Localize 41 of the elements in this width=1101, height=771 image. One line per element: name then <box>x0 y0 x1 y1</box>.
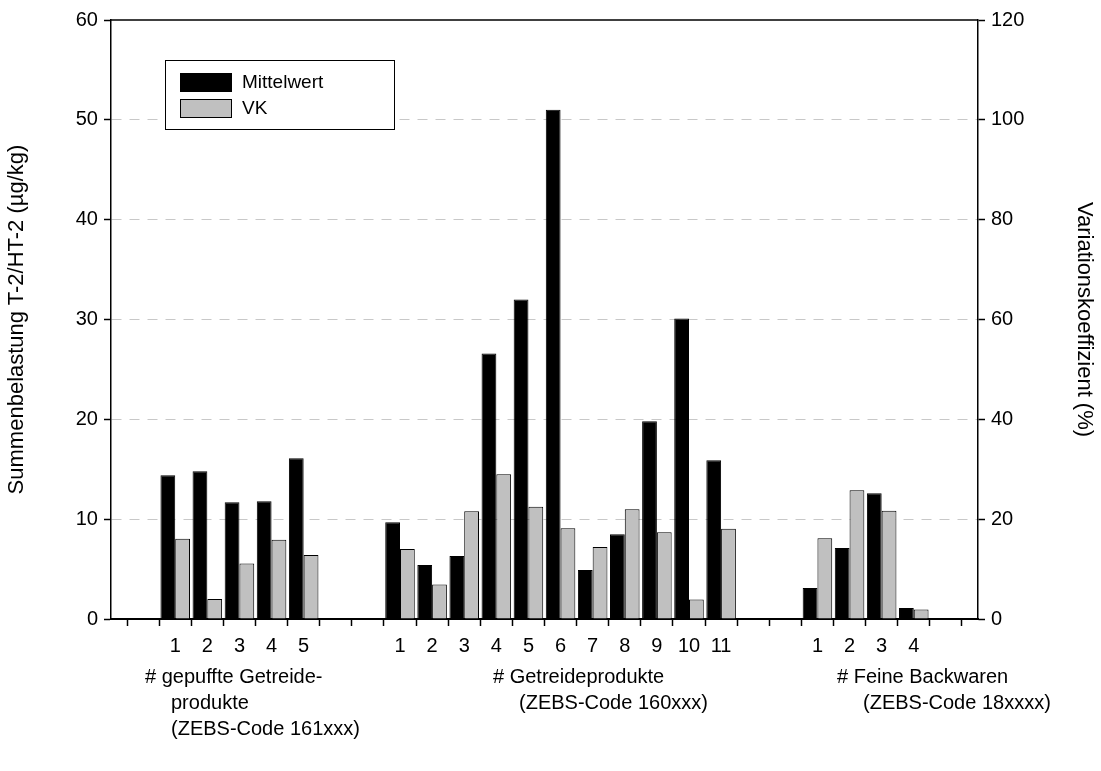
x-tick-label: 8 <box>619 633 631 656</box>
x-tick-label: 9 <box>651 633 663 656</box>
text: # gepuffte Getreide- produkte (ZEBS-Code 161xxx) <box>145 664 360 741</box>
x-tick-label: 2 <box>426 633 438 656</box>
x-tick-label: 3 <box>458 633 470 656</box>
x-tick-label: 7 <box>587 633 599 656</box>
legend-label: Mittelwert <box>242 71 324 93</box>
x-tick-label: 5 <box>298 633 310 656</box>
y-tick-label: 40 <box>75 207 98 230</box>
y2-tick-label: 120 <box>991 7 1025 30</box>
x-tick-label: 3 <box>233 633 246 656</box>
y-tick-label: 20 <box>75 406 98 429</box>
y2-tick-label: 100 <box>991 107 1025 130</box>
text: # Getreideprodukte (ZEBS-Code 160xxx) <box>493 664 708 715</box>
x-tick-label: 5 <box>522 633 535 656</box>
y-axis-title: Summenbelastung T-2/HT-2 (µg/kg) <box>3 144 29 495</box>
y2-axis-title: Variationskoeffizient (%) <box>1072 201 1098 438</box>
y-tick-label: 60 <box>75 7 98 30</box>
y-tick-label: 30 <box>75 307 98 330</box>
x-tick-label: 2 <box>843 633 856 656</box>
x-tick-label: 1 <box>394 633 406 656</box>
x-tick-label: 4 <box>265 633 278 656</box>
x-tick-label: 1 <box>811 633 824 656</box>
legend-label: VK <box>242 97 268 119</box>
y2-tick-label: 20 <box>991 506 1014 529</box>
y2-tick-label: 80 <box>991 207 1014 230</box>
y2-tick-label: 40 <box>991 406 1014 429</box>
x-tick-label: 4 <box>908 633 920 656</box>
y-tick-label: 10 <box>75 506 98 529</box>
x-tick-label: 2 <box>201 633 213 656</box>
y2-tick-label: 60 <box>991 307 1014 330</box>
x-tick-label: 6 <box>554 633 567 656</box>
y-tick-label: 50 <box>75 107 98 130</box>
x-tick-label: 10 <box>677 633 701 656</box>
x-tick-label: 11 <box>710 633 732 656</box>
y-tick-label: 0 <box>86 606 98 629</box>
x-tick-label: 4 <box>490 633 502 656</box>
x-tick-label: 1 <box>169 633 181 656</box>
text: # Feine Backwaren (ZEBS-Code 18xxxx) <box>837 664 1051 715</box>
y2-tick-label: 0 <box>991 606 1003 629</box>
x-tick-label: 3 <box>876 633 888 656</box>
